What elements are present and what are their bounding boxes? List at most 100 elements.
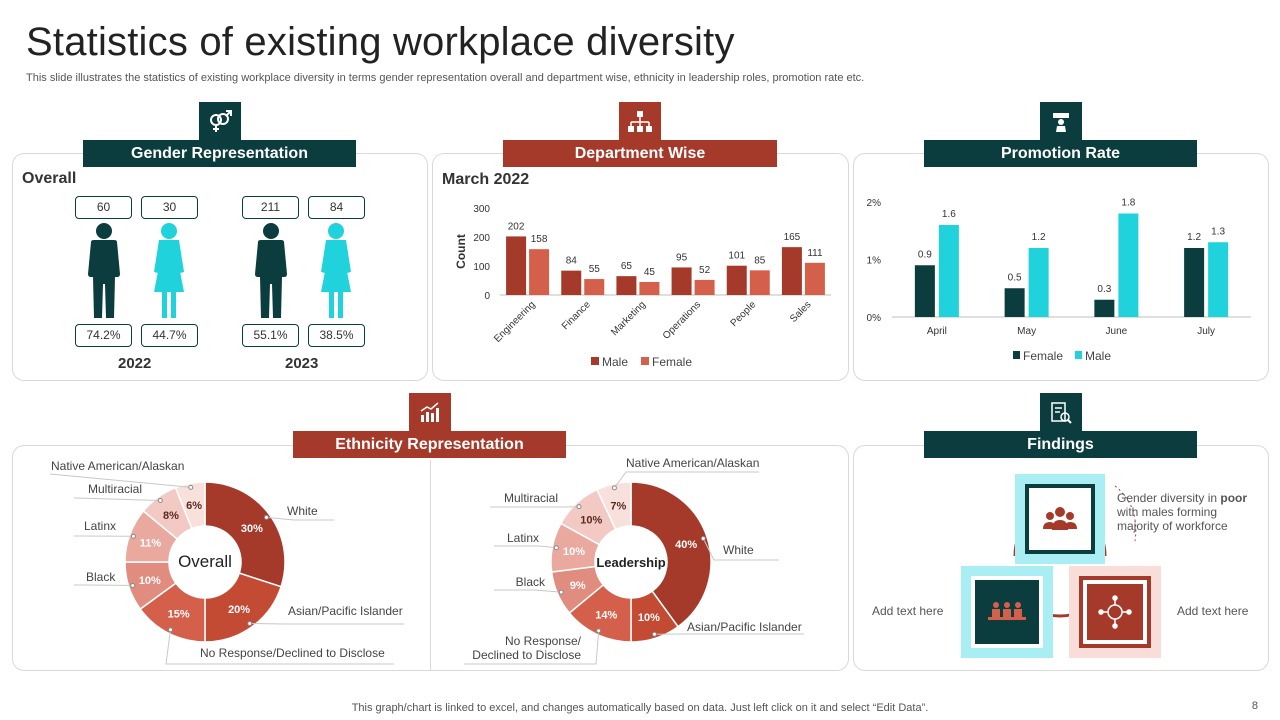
findings-icon	[1040, 393, 1082, 433]
department-banner: Department Wise	[503, 140, 777, 167]
category-label: Black	[86, 570, 116, 584]
data-label: 1.6	[942, 209, 956, 220]
data-label: 101	[728, 251, 745, 262]
data-label: 55	[589, 264, 601, 275]
bar-male	[561, 270, 582, 295]
leader-dot	[611, 485, 617, 491]
data-label: 95	[676, 252, 688, 263]
slice-label: 30%	[241, 523, 263, 535]
page-title: Statistics of existing workplace diversi…	[26, 20, 735, 64]
data-label: 85	[754, 255, 766, 266]
category-label: Declined to Disclose	[472, 648, 581, 662]
donut-slice	[595, 481, 632, 531]
male-figure-icon	[255, 223, 287, 318]
data-label: 0.3	[1097, 284, 1111, 295]
data-label: 1.8	[1121, 198, 1135, 209]
leader-line	[614, 471, 759, 489]
slice-label: 11%	[140, 537, 162, 549]
data-label: 0.5	[1008, 272, 1022, 283]
bar-male	[1208, 242, 1229, 317]
bar-female	[1094, 299, 1115, 317]
category-label: Latinx	[84, 519, 116, 533]
ethnicity-icon	[409, 393, 451, 433]
data-label: 0.9	[918, 249, 932, 260]
x-tick-label: Engineering	[492, 299, 538, 345]
ethnicity-donut-charts: 30% White 20% Asian/Pacific Islander 15% No R…	[49, 456, 804, 665]
legend-label: Female	[1023, 349, 1063, 363]
bar-male	[1028, 248, 1049, 317]
ethnicity-banner: Ethnicity Representation	[293, 431, 566, 458]
bar-female	[804, 262, 825, 295]
bar-male	[506, 236, 527, 295]
leader-line	[702, 538, 779, 561]
finding-top-text-post: with males forming majority of workforce	[1117, 505, 1228, 533]
bar-male	[781, 247, 802, 295]
leader-line	[494, 545, 557, 549]
bar-female	[584, 279, 605, 295]
male-pct-2023: 55.1%	[242, 324, 299, 347]
leader-line	[494, 589, 562, 593]
slice-label: 10%	[638, 612, 660, 624]
x-tick-label: June	[1106, 326, 1128, 337]
page-subtitle: This slide illustrates the statistics of…	[26, 72, 865, 84]
chart-title: March 2022	[442, 171, 529, 188]
leader-line	[74, 497, 161, 502]
data-label: 111	[807, 248, 823, 259]
category-label: White	[287, 504, 318, 518]
bar-female	[639, 281, 660, 295]
leader-dot	[700, 536, 706, 542]
slice-label: 10%	[563, 546, 585, 558]
year-label-2023: 2023	[285, 355, 319, 372]
y-tick-label: 0	[484, 291, 490, 302]
global-network-icon	[1098, 595, 1132, 629]
data-label: 202	[508, 221, 525, 232]
data-label: 1.3	[1211, 226, 1225, 237]
data-label: 65	[621, 261, 633, 272]
bar-female	[914, 265, 935, 317]
male-count-2023: 211	[242, 196, 299, 219]
year-label-2022: 2022	[118, 355, 152, 372]
slice-label: 15%	[168, 609, 190, 621]
female-count-2023: 84	[308, 196, 365, 219]
finding-top-text: Gender diversity in poor with males form…	[1117, 491, 1257, 533]
cycle-arc-dotted	[1114, 485, 1137, 542]
y-tick-label: 100	[473, 262, 490, 273]
promotion-banner: Promotion Rate	[924, 140, 1197, 167]
slice-label: 6%	[186, 500, 202, 512]
gender-banner: Gender Representation	[83, 140, 356, 167]
bar-female	[529, 249, 550, 295]
data-label: 158	[531, 234, 548, 245]
slice-label: 8%	[163, 510, 179, 522]
donut-slice	[174, 481, 206, 530]
department-bar-chart: March 2022 0 100 200 300 Count 202 158 Engineeri…	[442, 171, 831, 369]
bar-male	[726, 265, 747, 295]
slice-label: 9%	[570, 580, 586, 592]
leader-dot	[263, 514, 269, 520]
leader-dot	[651, 631, 657, 637]
x-tick-label: July	[1197, 326, 1215, 337]
female-figure-icon	[154, 223, 184, 318]
category-label: No Response/	[505, 634, 582, 648]
x-tick-label: Sales	[788, 299, 813, 324]
bar-female	[1004, 288, 1025, 317]
data-label: 84	[566, 256, 578, 267]
gender-section-title: Overall	[22, 170, 77, 187]
legend-label: Male	[602, 355, 628, 369]
bar-male	[1118, 213, 1139, 317]
male-pct-2022: 74.2%	[75, 324, 132, 347]
y-tick-label: 200	[473, 233, 490, 244]
y-axis-label: Count	[454, 234, 468, 269]
podium-person-icon	[1053, 113, 1069, 132]
findings-banner: Findings	[924, 431, 1197, 458]
y-tick-label: 300	[473, 204, 490, 215]
team-icon	[1043, 507, 1077, 530]
gender-icon	[199, 102, 241, 142]
category-label: Asian/Pacific Islander	[687, 620, 802, 634]
category-label: Multiracial	[504, 491, 558, 505]
male-figure-icon	[88, 223, 120, 318]
category-label: White	[723, 543, 754, 557]
category-label: Multiracial	[88, 482, 142, 496]
donut-slice	[630, 481, 712, 628]
leader-line	[266, 516, 334, 521]
leader-dot	[558, 589, 564, 595]
